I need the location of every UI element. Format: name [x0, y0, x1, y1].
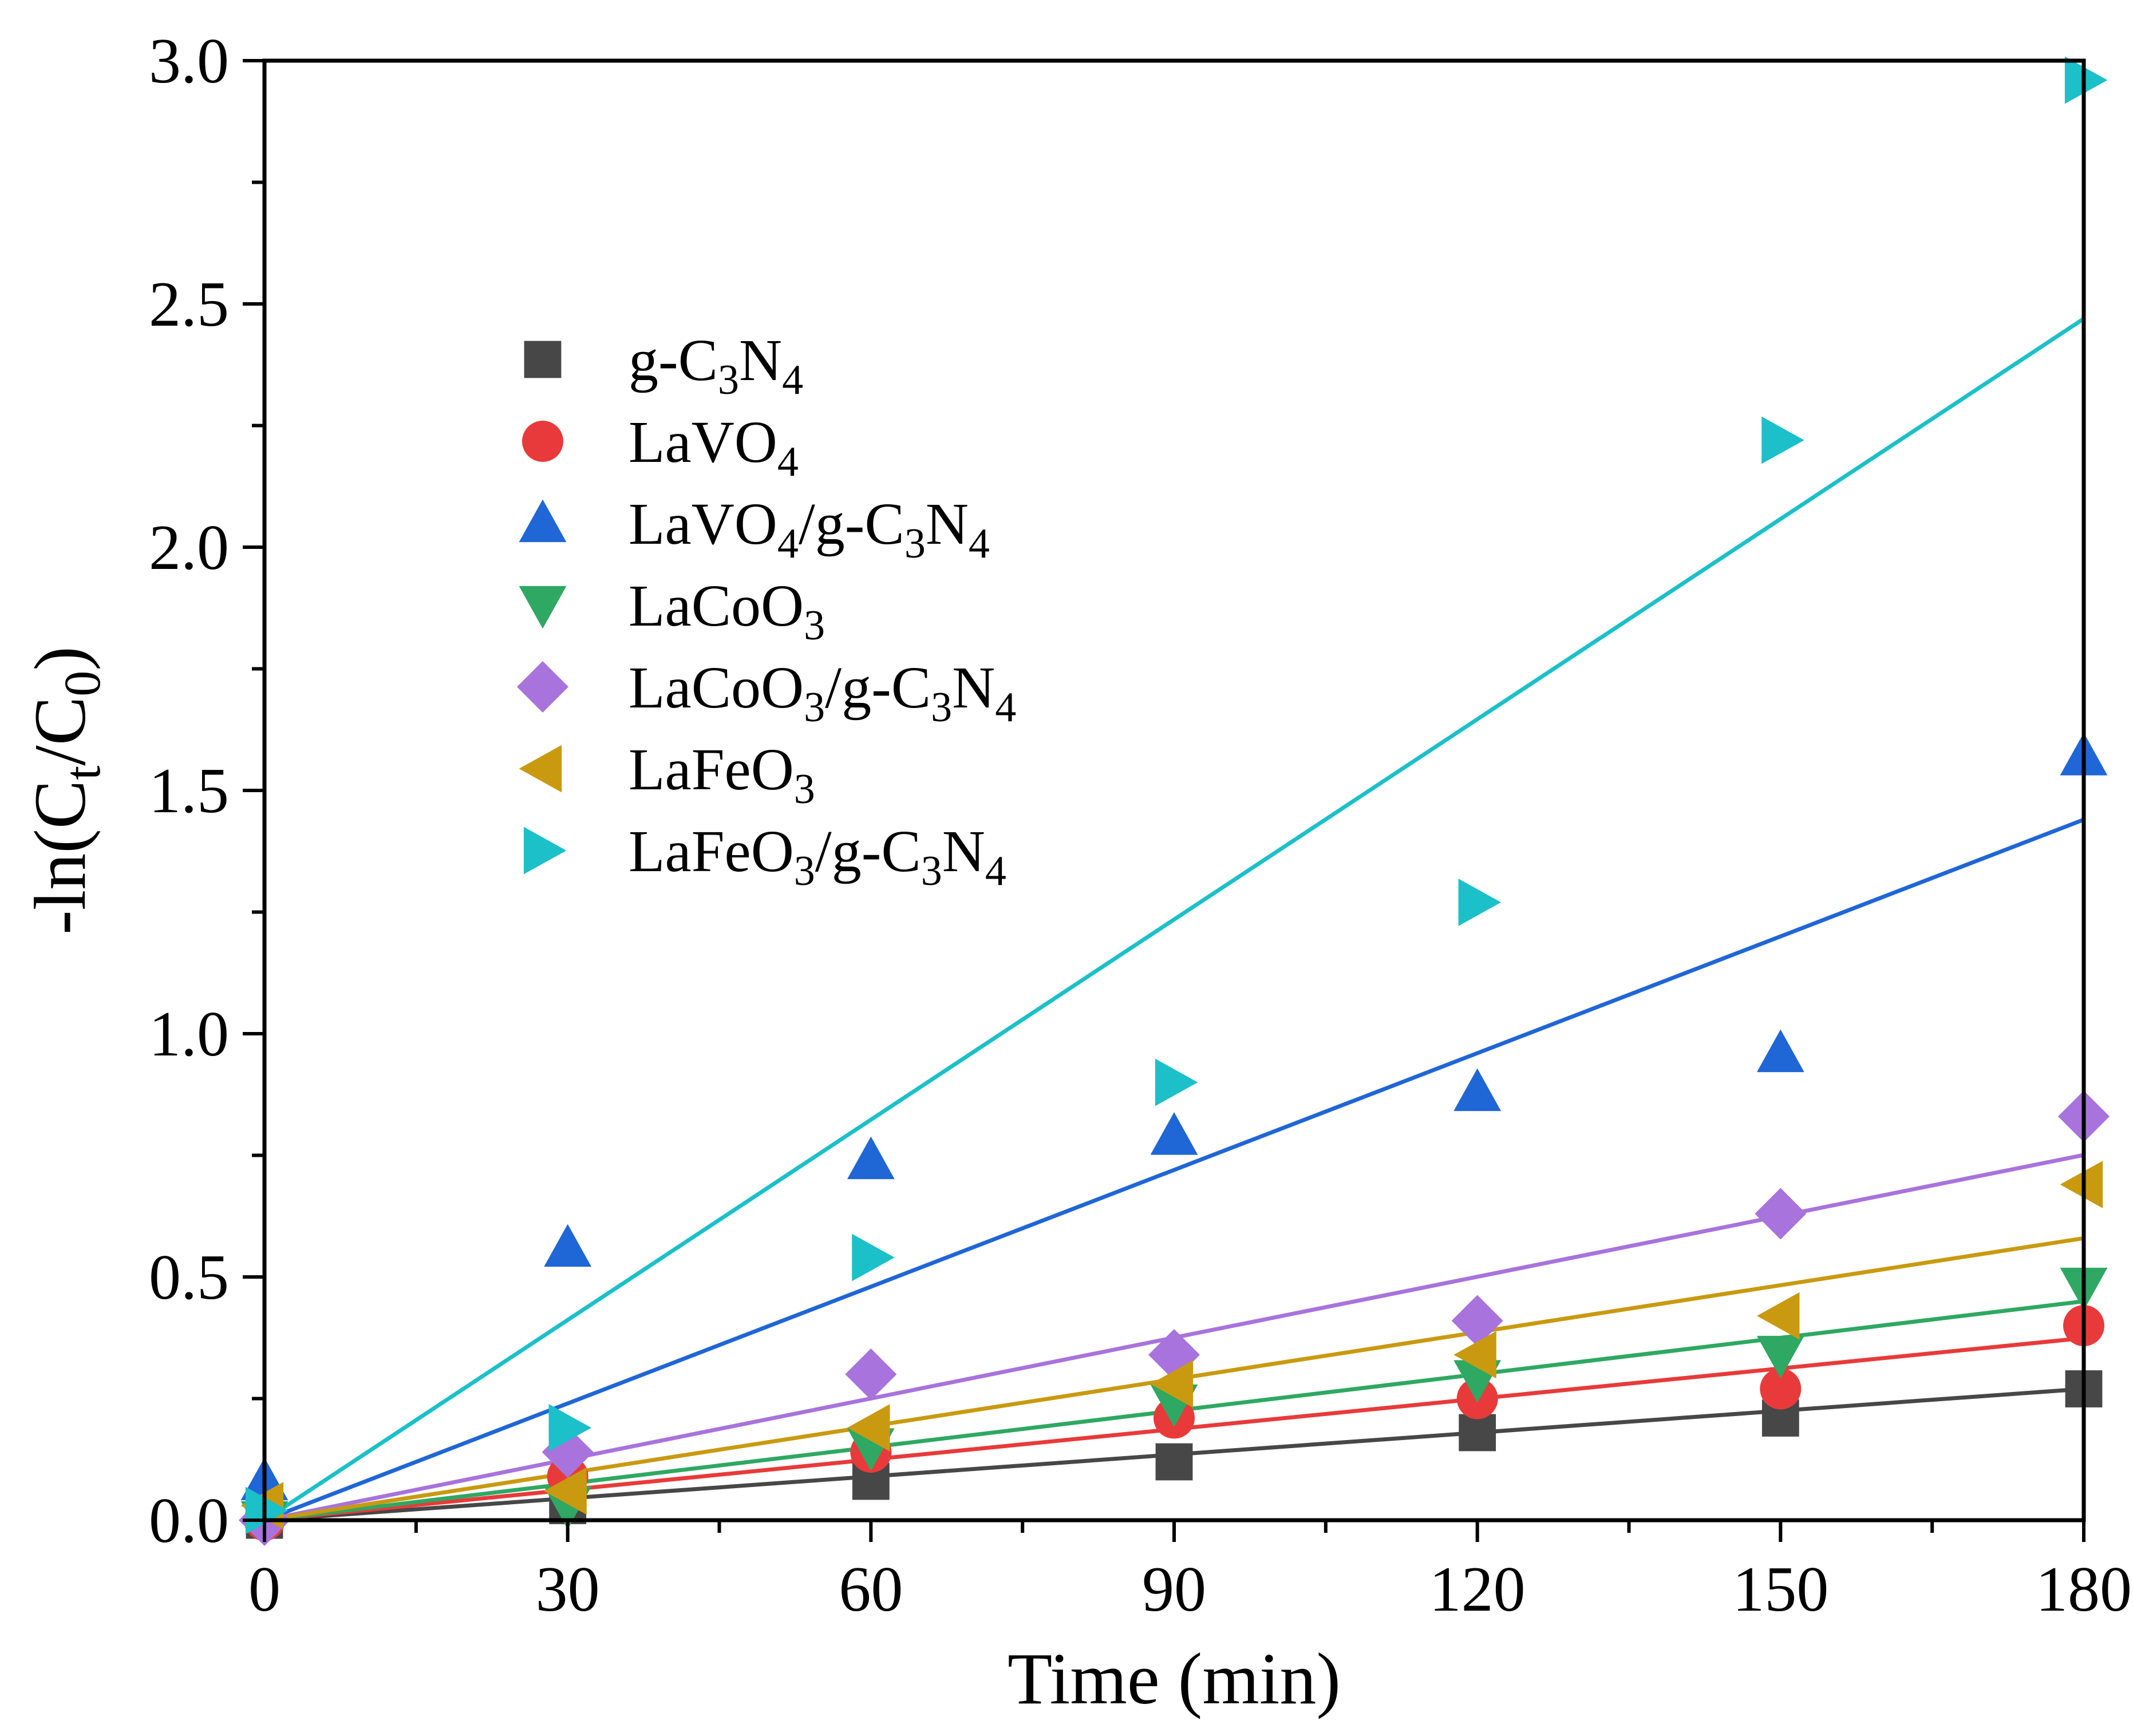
data-point: [1453, 1331, 1496, 1379]
legend-label-part: /g-C: [799, 491, 904, 557]
x-tick-label: 120: [1429, 1554, 1526, 1625]
legend-label-part: 4: [777, 520, 799, 567]
legend-label-part: 4: [777, 438, 799, 485]
y-axis-label-part: /C: [19, 697, 101, 766]
data-point: [845, 1349, 897, 1400]
data-point: [544, 1467, 587, 1515]
legend-label-part: 3: [931, 684, 952, 731]
legend-label-part: g-C: [629, 327, 718, 393]
legend-label-part: 4: [969, 520, 990, 567]
legend-marker: [524, 341, 562, 378]
data-point: [852, 1233, 895, 1282]
data-point: [2064, 56, 2108, 104]
legend-label-part: 4: [782, 357, 803, 404]
legend-label-part: LaCoO: [629, 573, 804, 639]
x-tick-label: 60: [839, 1554, 903, 1625]
data-point: [1451, 1295, 1503, 1347]
x-tick-label: 30: [536, 1554, 600, 1625]
y-tick-label: 1.0: [149, 999, 229, 1070]
data-point: [2060, 1161, 2103, 1208]
legend-label-part: N: [942, 818, 985, 884]
x-tick-label: 180: [2036, 1554, 2132, 1625]
legend-label: LaFeO3/g-C3N4: [629, 818, 1006, 895]
legend-marker: [519, 745, 562, 793]
legend-marker: [523, 827, 567, 875]
data-point: [1755, 1188, 1807, 1240]
legend-label-part: N: [926, 491, 969, 557]
fit-line: [263, 317, 2085, 1522]
legend-label-part: LaFeO: [629, 818, 794, 884]
legend-label-part: /g-C: [825, 655, 931, 721]
legend-label: LaCoO3: [629, 573, 825, 649]
legend-label-part: /g-C: [815, 818, 921, 884]
legend-label: LaVO4/g-C3N4: [629, 491, 990, 567]
x-tick-label: 90: [1142, 1554, 1206, 1625]
y-tick-label: 2.5: [149, 269, 229, 340]
y-axis-label: -ln(Ct/C0): [19, 646, 111, 935]
data-point: [544, 1224, 592, 1267]
legend-label: LaFeO3: [629, 737, 815, 813]
legend-label-part: LaVO: [629, 491, 777, 557]
legend-label-part: 3: [904, 520, 926, 567]
data-point: [847, 1404, 890, 1452]
data-point: [1150, 1360, 1194, 1408]
legend-label-part: N: [952, 655, 995, 721]
y-axis-label-part: ): [19, 646, 101, 671]
data-point: [1756, 1335, 1804, 1379]
legend-label-part: 3: [921, 848, 942, 895]
data-points: [239, 56, 2110, 1546]
legend-marker: [517, 661, 568, 713]
legend-label-part: LaVO: [629, 409, 777, 475]
legend-marker: [519, 586, 567, 629]
legend-label: LaVO4: [629, 409, 799, 485]
legend-label-part: 3: [794, 766, 815, 813]
data-point: [1453, 1068, 1502, 1112]
data-point: [245, 1486, 289, 1535]
y-tick-label: 2.0: [149, 512, 229, 583]
legend-label-part: 3: [804, 684, 825, 731]
legend-label-part: LaFeO: [629, 737, 794, 802]
legend-label-part: 4: [995, 684, 1016, 731]
plot-frame: [262, 58, 2086, 1523]
y-axis-label-part: 0: [54, 671, 111, 697]
x-axis: 0 30 60 90 120 150 180: [248, 1520, 2132, 1625]
y-tick-label: 1.5: [149, 756, 229, 827]
legend-label-part: 3: [718, 357, 739, 404]
data-point: [1756, 1292, 1800, 1340]
data-point: [1760, 1368, 1802, 1410]
y-tick-label: 3.0: [149, 26, 229, 97]
legend-marker: [522, 421, 563, 462]
legend: g-C3N4LaVO4LaVO4/g-C3N4LaCoO3LaCoO3/g-C3…: [517, 327, 1016, 895]
x-tick-label: 150: [1732, 1554, 1828, 1625]
y-axis-label-part: -ln(C: [19, 780, 101, 935]
data-point: [847, 1136, 895, 1180]
data-point: [1150, 1112, 1198, 1155]
legend-label-part: 3: [804, 602, 825, 649]
data-point: [1761, 416, 1804, 464]
data-point: [1459, 1414, 1496, 1452]
data-point: [548, 1404, 592, 1452]
y-axis: 0.0 0.5 1.0 1.5 2.0 2.5 3.0: [149, 26, 264, 1556]
legend-label: LaCoO3/g-C3N4: [629, 655, 1016, 731]
x-tick-label: 0: [248, 1554, 281, 1625]
y-axis-label-part: t: [54, 766, 111, 780]
legend-label-part: N: [739, 327, 782, 393]
legend-label-part: 3: [794, 848, 815, 895]
data-point: [1155, 1443, 1193, 1481]
legend-marker: [519, 499, 567, 543]
legend-label-part: 4: [985, 848, 1006, 895]
x-axis-label: Time (min): [1008, 1638, 1341, 1719]
y-tick-label: 0.5: [149, 1242, 229, 1313]
data-point: [1155, 1058, 1198, 1106]
legend-label-part: LaCoO: [629, 655, 804, 721]
data-point: [1458, 879, 1502, 926]
data-point: [1756, 1029, 1804, 1073]
fit-line: [263, 817, 2085, 1523]
y-tick-label: 0.0: [149, 1485, 229, 1556]
legend-label: g-C3N4: [629, 327, 803, 404]
